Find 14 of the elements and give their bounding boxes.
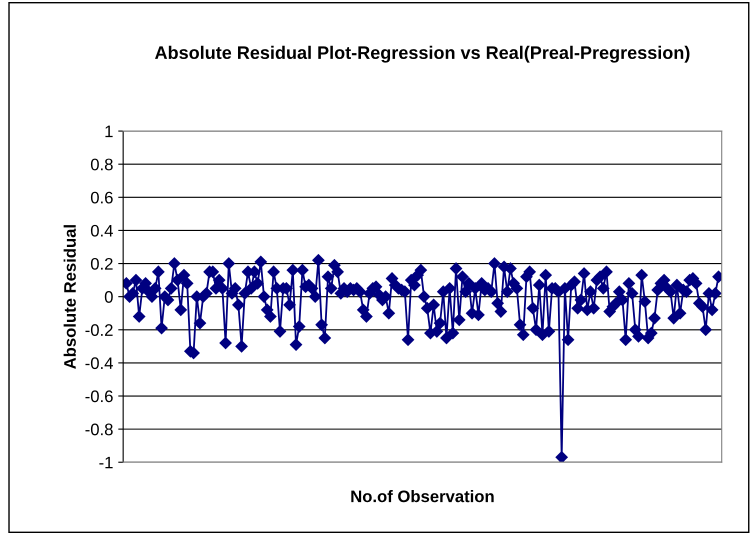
y-tick-label: 0.6 <box>90 192 113 204</box>
y-tick-label: -0.6 <box>85 390 113 402</box>
y-tick-label: -1 <box>99 456 113 468</box>
chart-title: Absolute Residual Plot-Regression vs Real(Preal-Pregression) <box>155 46 690 63</box>
y-tick-label: 0.4 <box>90 224 113 237</box>
y-tick-label: -0.2 <box>85 324 113 336</box>
y-tick-label: 1 <box>105 126 113 138</box>
y-axis-title: Absolute Residual <box>64 225 76 369</box>
y-tick-label: -0.4 <box>85 357 113 370</box>
x-axis-title: No.of Observation <box>351 490 494 502</box>
y-tick-label: 0.2 <box>90 258 113 270</box>
y-tick-label: 0 <box>104 291 113 303</box>
y-tick-label: -0.8 <box>85 424 113 436</box>
y-tick-label: 0.8 <box>90 158 113 170</box>
